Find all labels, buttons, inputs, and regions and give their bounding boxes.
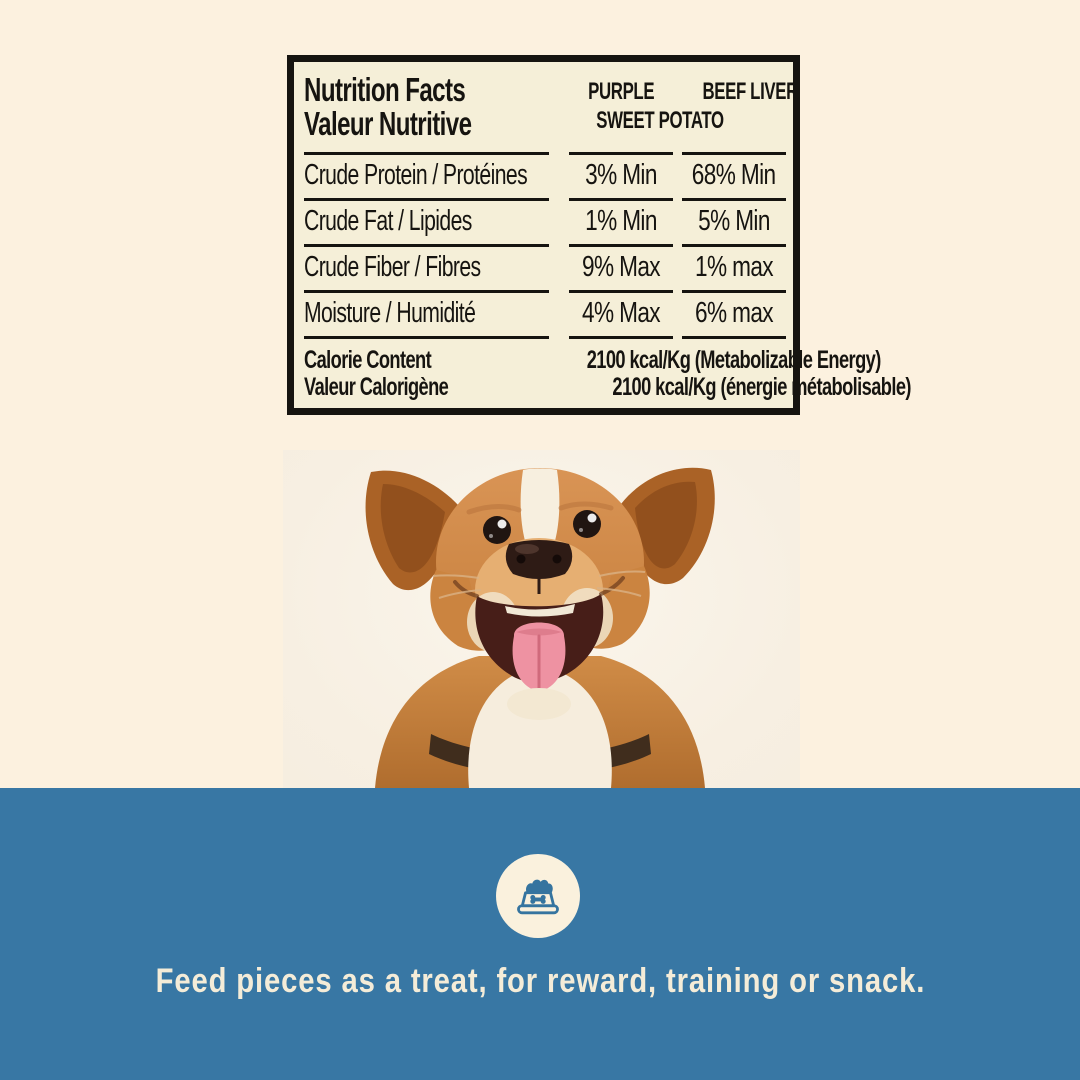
dog-illustration bbox=[365, 467, 715, 788]
nutrition-facts-panel: Nutrition Facts Valeur Nutritive PURPLE … bbox=[287, 55, 911, 415]
row-value-sweet-potato: 3% Min bbox=[585, 159, 657, 191]
column-header-beef-liver: BEEF LIVER bbox=[682, 67, 798, 155]
row-value-beef-liver: 6% max bbox=[695, 297, 774, 329]
table-row-moisture: Moisture / Humidité 4% Max 6% max bbox=[300, 293, 787, 339]
calorie-value: 2100 kcal/Kg (Metabolizable Energy) bbox=[586, 346, 882, 374]
calorie-value: 2100 kcal/Kg (énergie métabolisable) bbox=[612, 373, 911, 401]
panel-title-en: Nutrition Facts bbox=[304, 71, 466, 108]
calorie-row-en: Calorie Content 2100 kcal/Kg (Metaboliza… bbox=[304, 346, 881, 374]
row-value-sweet-potato: 9% Max bbox=[582, 251, 661, 283]
table-row-fiber: Crude Fiber / Fibres 9% Max 1% max bbox=[300, 247, 787, 293]
panel-title: Nutrition Facts Valeur Nutritive bbox=[304, 67, 549, 155]
row-value-sweet-potato: 1% Min bbox=[585, 205, 657, 237]
bone-icon bbox=[530, 895, 546, 904]
calorie-label: Valeur Calorigène bbox=[304, 373, 449, 401]
row-label: Crude Protein / Protéines bbox=[304, 159, 528, 191]
row-label: Crude Fiber / Fibres bbox=[304, 251, 481, 283]
row-label: Moisture / Humidité bbox=[304, 297, 476, 329]
calorie-row-fr: Valeur Calorigène 2100 kcal/Kg (énergie … bbox=[304, 373, 911, 401]
row-value-sweet-potato: 4% Max bbox=[582, 297, 661, 329]
table-row-protein: Crude Protein / Protéines 3% Min 68% Min bbox=[300, 155, 787, 201]
feeding-instruction: Feed pieces as a treat, for reward, trai… bbox=[155, 962, 925, 1000]
calorie-label: Calorie Content bbox=[304, 346, 432, 374]
column-header-sweet-potato: PURPLE SWEET POTATO bbox=[569, 67, 724, 155]
dog-bowl-icon bbox=[517, 879, 559, 915]
row-value-beef-liver: 68% Min bbox=[692, 159, 776, 191]
row-value-beef-liver: 5% Min bbox=[698, 205, 770, 237]
bowl-badge bbox=[496, 854, 580, 938]
panel-title-fr: Valeur Nutritive bbox=[304, 105, 472, 142]
calorie-content-block: Calorie Content 2100 kcal/Kg (Metaboliza… bbox=[304, 346, 911, 401]
panel-header-row: Nutrition Facts Valeur Nutritive PURPLE … bbox=[300, 67, 798, 155]
table-row-fat: Crude Fat / Lipides 1% Min 5% Min bbox=[300, 201, 787, 247]
dog-photo bbox=[283, 450, 800, 788]
row-label: Crude Fat / Lipides bbox=[304, 205, 472, 237]
row-value-beef-liver: 1% max bbox=[695, 251, 774, 283]
